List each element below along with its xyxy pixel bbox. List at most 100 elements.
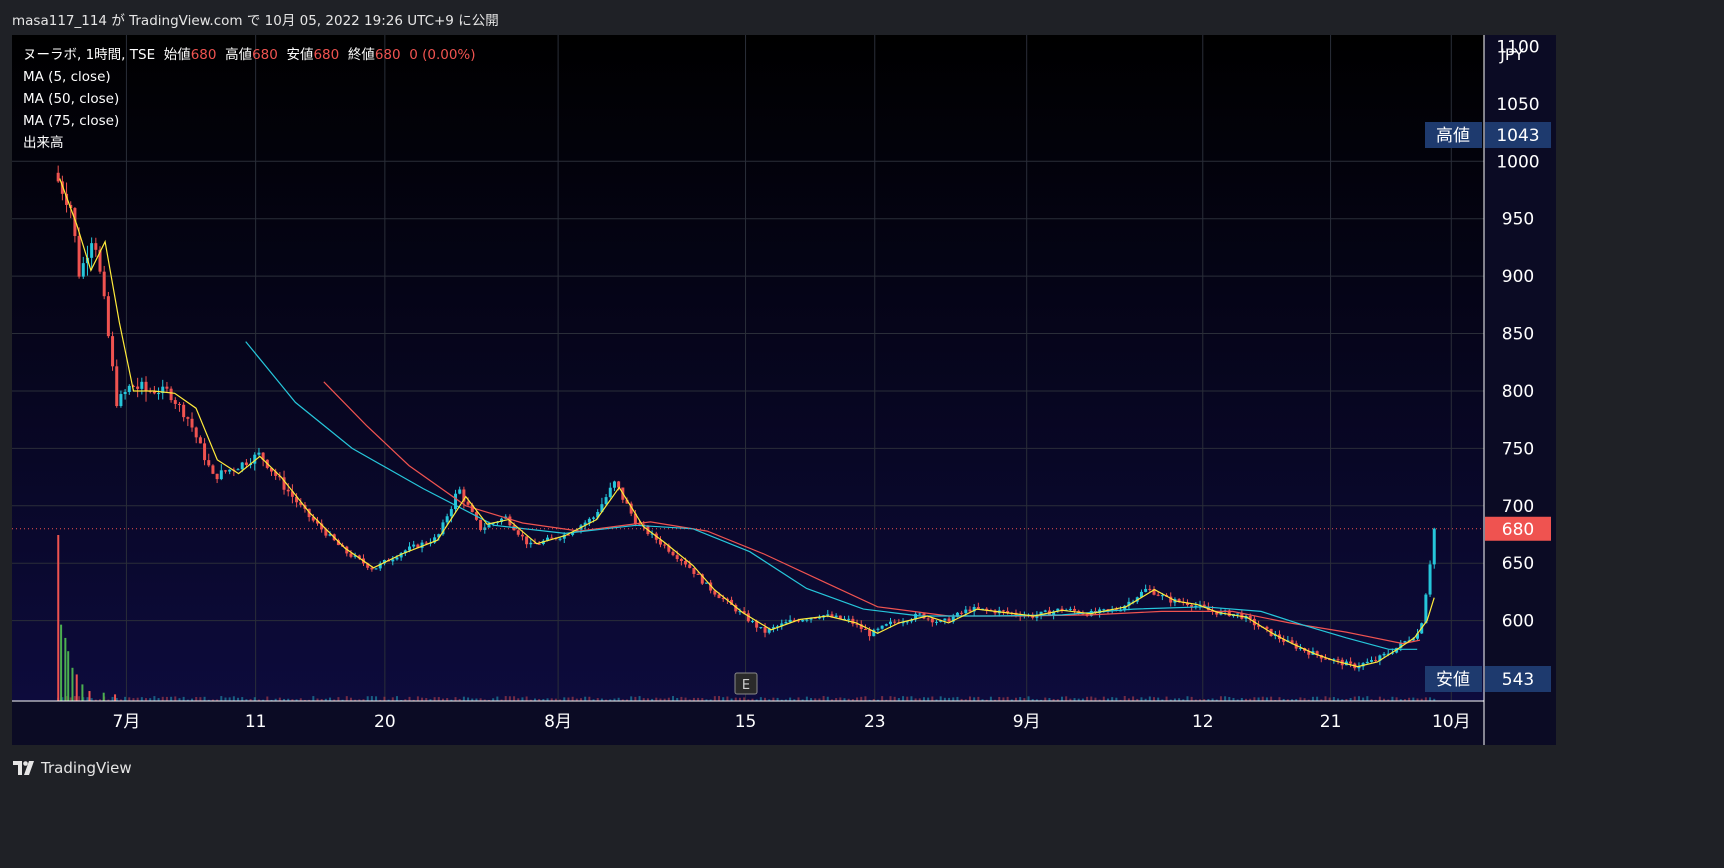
volume-bar (847, 698, 850, 701)
volume-bar (521, 697, 524, 701)
candle-body (629, 503, 633, 514)
volume-bar (726, 696, 729, 701)
candle-body (462, 489, 466, 502)
volume-bar (329, 697, 332, 701)
volume-bar (705, 699, 708, 701)
candle-body (776, 626, 780, 628)
time-tick-label: 8月 (544, 712, 572, 732)
header-site[interactable]: TradingView.com (129, 13, 243, 29)
volume-bar (1265, 697, 1268, 701)
volume-bar (830, 699, 833, 701)
volume-bar (1332, 696, 1335, 701)
volume-bar (1215, 699, 1218, 701)
volume-bar (1065, 696, 1068, 701)
volume-legend[interactable]: 出来高 (23, 135, 64, 151)
tradingview-brand[interactable]: TradingView (13, 759, 132, 777)
volume-bar (902, 696, 905, 701)
volume-bar (513, 696, 516, 701)
earnings-marker[interactable]: E (734, 672, 758, 695)
candle-body (1386, 653, 1390, 655)
volume-bar (885, 699, 888, 701)
volume-bar (69, 697, 72, 701)
volume-bar (287, 698, 290, 701)
volume-bar (182, 696, 185, 701)
candle-body (1185, 602, 1189, 606)
volume-bar (274, 698, 277, 701)
volume-bar (429, 699, 432, 701)
volume-bar (362, 699, 365, 701)
volume-bar (153, 696, 156, 701)
volume-bar (412, 699, 415, 701)
volume-bar (559, 699, 562, 701)
volume-bar (1324, 696, 1327, 701)
volume-bar (1035, 699, 1038, 701)
publish-datetime: 10月 05, 2022 19:26 UTC+9 (264, 13, 454, 29)
tradingview-logo-icon (13, 761, 34, 775)
candle-body (173, 400, 177, 404)
volume-bar (1144, 698, 1147, 701)
price-tick-label: 750 (1502, 439, 1534, 459)
volume-bar (1286, 699, 1289, 701)
ma5-legend[interactable]: MA (5, close) (23, 69, 111, 85)
candle-body (935, 621, 939, 623)
volume-bar (793, 699, 796, 701)
candle-body (638, 524, 642, 526)
volume-bar (1366, 696, 1369, 701)
volume-bar (145, 698, 148, 701)
symbol-info[interactable]: ヌーラボ, 1時間, TSE (23, 47, 156, 63)
volume-bar (471, 698, 474, 701)
volume-bar (621, 699, 624, 701)
candle-body (600, 504, 604, 512)
change-value: 0 (0.00%) (409, 47, 476, 63)
volume-bar (697, 697, 700, 701)
candle-body (412, 544, 416, 547)
volume-bar (1303, 698, 1306, 701)
volume-bar (738, 697, 741, 701)
candle-body (136, 386, 140, 389)
volume-bar (994, 699, 997, 701)
candle-body (228, 469, 232, 472)
candle-body (1298, 648, 1302, 650)
candle-body (700, 574, 704, 584)
ma50-legend[interactable]: MA (50, close) (23, 91, 120, 107)
publisher-name[interactable]: masa117_114 (12, 13, 108, 29)
volume-bar (312, 696, 315, 701)
candle-body (458, 489, 462, 494)
volume-bar (1429, 697, 1432, 701)
volume-bar (245, 699, 248, 701)
candle-body (470, 504, 474, 513)
candle-body (755, 621, 759, 628)
candle-body (1236, 613, 1240, 615)
volume-bar (910, 696, 913, 701)
candle-body (696, 573, 700, 575)
candle-body (445, 516, 449, 523)
candle-body (399, 553, 403, 558)
volume-bar (86, 697, 89, 701)
candle-body (516, 530, 520, 535)
volume-bar (337, 697, 340, 701)
volume-bar (1416, 698, 1419, 701)
volume-bar (207, 699, 210, 701)
candle-body (914, 613, 918, 620)
volume-bar (136, 697, 139, 701)
volume-bar (751, 698, 754, 701)
volume-bar (370, 696, 373, 701)
volume-bar (768, 699, 771, 701)
candle-body (1194, 605, 1198, 607)
ma75-legend[interactable]: MA (75, close) (23, 113, 120, 129)
volume-bar (826, 696, 829, 701)
volume-bar (659, 698, 662, 701)
price-chart[interactable]: 7月 11 20 8月 15 23 9月 12 21 10月 JPY 600 650 700 750 80… (12, 35, 1556, 745)
candle-body (466, 501, 470, 505)
volume-bar (479, 698, 482, 701)
price-tick-label: 950 (1502, 210, 1534, 230)
candle-body (1215, 611, 1219, 615)
volume-bar (747, 699, 750, 701)
volume-bar (1132, 696, 1135, 701)
candle-body (123, 391, 127, 395)
volume-bar (508, 696, 511, 701)
volume-bar (1219, 696, 1222, 701)
price-tick-label: 650 (1502, 554, 1534, 574)
volume-bar (1433, 698, 1436, 701)
candle-body (186, 417, 190, 419)
